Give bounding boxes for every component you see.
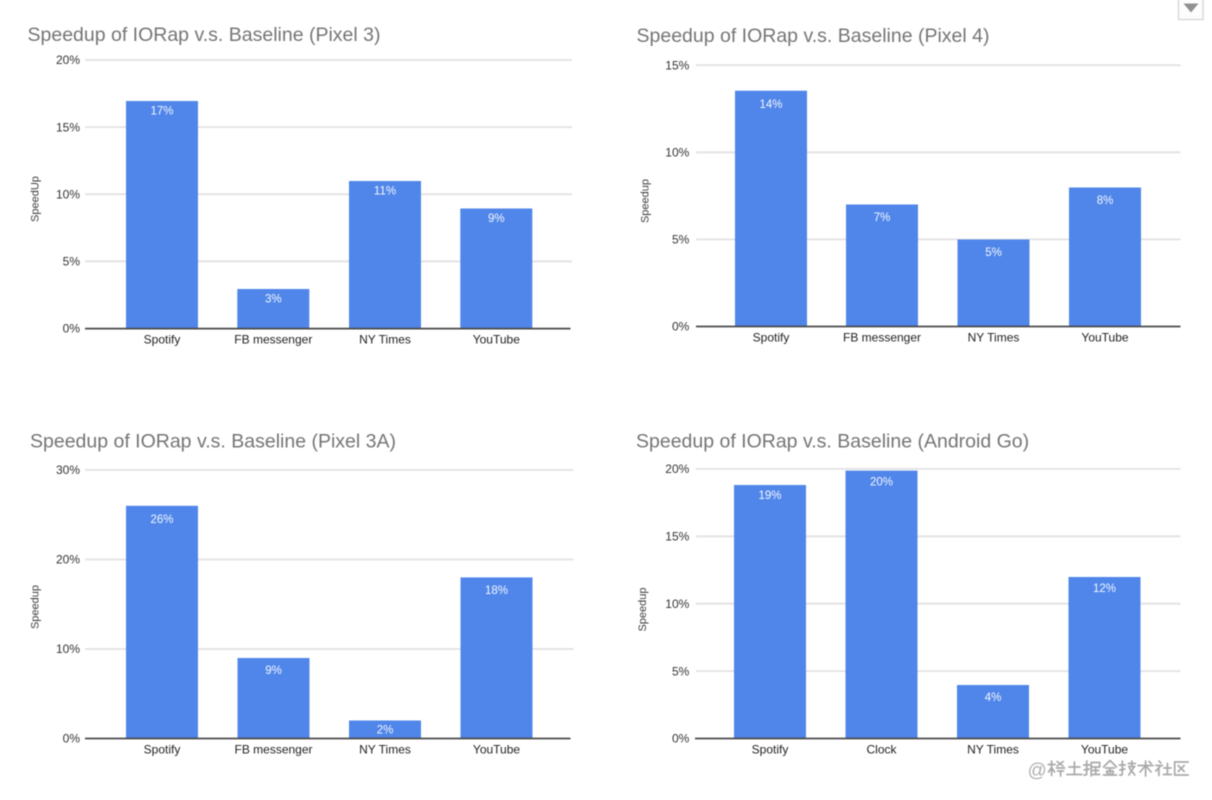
svg-text:FB messenger: FB messenger bbox=[843, 330, 921, 344]
svg-text:0%: 0% bbox=[672, 320, 690, 334]
svg-text:5%: 5% bbox=[672, 233, 690, 247]
svg-text:20%: 20% bbox=[56, 53, 80, 67]
svg-text:0%: 0% bbox=[63, 322, 81, 336]
svg-text:2%: 2% bbox=[377, 725, 394, 737]
svg-text:12%: 12% bbox=[1093, 583, 1116, 595]
svg-text:YouTube: YouTube bbox=[1081, 742, 1128, 756]
svg-text:30%: 30% bbox=[56, 463, 80, 477]
svg-text:NY Times: NY Times bbox=[967, 742, 1019, 756]
svg-text:18%: 18% bbox=[485, 585, 508, 597]
svg-text:Speedup of IORap v.s. Baseline: Speedup of IORap v.s. Baseline (Pixel 4) bbox=[637, 25, 990, 47]
svg-text:@: @ bbox=[1028, 761, 1047, 782]
svg-text:NY Times: NY Times bbox=[359, 332, 411, 346]
svg-text:YouTube: YouTube bbox=[473, 332, 520, 346]
svg-text:YouTube: YouTube bbox=[473, 743, 520, 757]
svg-text:Speedup of IORap v.s. Baseline: Speedup of IORap v.s. Baseline (Pixel 3) bbox=[28, 24, 381, 46]
svg-text:FB messenger: FB messenger bbox=[234, 743, 312, 757]
svg-text:17%: 17% bbox=[150, 106, 173, 118]
svg-text:Speedup: Speedup bbox=[639, 179, 651, 223]
svg-text:Speedup of IORap v.s. Baseline: Speedup of IORap v.s. Baseline (Pixel 3A… bbox=[30, 431, 396, 453]
svg-text:YouTube: YouTube bbox=[1081, 330, 1128, 344]
svg-text:8%: 8% bbox=[1097, 195, 1114, 207]
svg-text:4%: 4% bbox=[985, 692, 1002, 704]
svg-text:5%: 5% bbox=[63, 255, 81, 269]
svg-text:20%: 20% bbox=[870, 477, 893, 489]
svg-text:26%: 26% bbox=[150, 514, 173, 526]
svg-text:Speedup of IORap v.s. Baseline: Speedup of IORap v.s. Baseline (Android … bbox=[636, 431, 1029, 453]
svg-text:5%: 5% bbox=[985, 247, 1002, 259]
svg-text:Speedup: Speedup bbox=[29, 585, 41, 629]
svg-text:15%: 15% bbox=[56, 120, 80, 134]
svg-text:20%: 20% bbox=[665, 462, 689, 476]
svg-text:10%: 10% bbox=[56, 187, 80, 201]
svg-text:SpeedUp: SpeedUp bbox=[29, 176, 41, 222]
svg-text:19%: 19% bbox=[758, 490, 781, 502]
svg-text:FB messenger: FB messenger bbox=[234, 332, 312, 346]
svg-text:Spotify: Spotify bbox=[752, 742, 789, 756]
svg-text:10%: 10% bbox=[665, 146, 689, 160]
svg-text:Clock: Clock bbox=[866, 742, 897, 756]
svg-text:Spotify: Spotify bbox=[144, 743, 181, 757]
svg-text:Spotify: Spotify bbox=[753, 330, 790, 344]
svg-text:15%: 15% bbox=[665, 530, 689, 544]
svg-text:20%: 20% bbox=[56, 553, 80, 567]
svg-text:NY Times: NY Times bbox=[359, 743, 411, 757]
svg-text:9%: 9% bbox=[488, 213, 505, 225]
svg-text:11%: 11% bbox=[374, 186, 396, 198]
svg-text:0%: 0% bbox=[63, 732, 81, 746]
svg-text:14%: 14% bbox=[759, 99, 782, 111]
svg-text:9%: 9% bbox=[265, 665, 282, 677]
svg-text:15%: 15% bbox=[665, 58, 689, 72]
svg-text:10%: 10% bbox=[56, 642, 80, 656]
svg-text:Speedup: Speedup bbox=[637, 587, 649, 631]
svg-text:5%: 5% bbox=[672, 664, 690, 678]
svg-text:0%: 0% bbox=[672, 732, 690, 746]
svg-text:3%: 3% bbox=[265, 294, 282, 306]
svg-text:NY Times: NY Times bbox=[968, 330, 1020, 344]
svg-text:10%: 10% bbox=[665, 597, 689, 611]
svg-text:7%: 7% bbox=[874, 212, 891, 224]
svg-text:Spotify: Spotify bbox=[144, 332, 181, 346]
